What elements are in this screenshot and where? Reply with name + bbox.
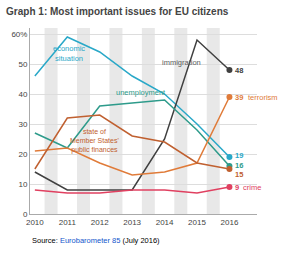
svg-text:2012: 2012	[91, 218, 109, 227]
svg-text:economicsituation: economicsituation	[53, 44, 85, 63]
svg-text:unemployment: unemployment	[116, 88, 166, 97]
svg-text:2015: 2015	[188, 218, 206, 227]
svg-text:crime: crime	[243, 183, 261, 192]
svg-text:2013: 2013	[123, 218, 141, 227]
svg-text:39: 39	[235, 93, 243, 102]
svg-text:2016: 2016	[221, 218, 239, 227]
svg-text:0: 0	[23, 210, 28, 219]
svg-text:20: 20	[18, 150, 27, 159]
svg-text:2014: 2014	[156, 218, 174, 227]
svg-text:Source: Eurobarometer 85 (July: Source: Eurobarometer 85 (July 2016)	[32, 236, 160, 245]
svg-text:state ofMember States'public f: state ofMember States'public finances	[70, 128, 119, 154]
svg-text:60%: 60%	[11, 30, 27, 39]
svg-text:50: 50	[18, 60, 27, 69]
svg-text:terrorism: terrorism	[248, 93, 278, 102]
svg-text:2011: 2011	[59, 218, 77, 227]
svg-text:10: 10	[18, 180, 27, 189]
svg-text:Graph 1: Most important issues: Graph 1: Most important issues for EU ci…	[6, 6, 229, 17]
svg-text:30: 30	[18, 120, 27, 129]
svg-text:19: 19	[235, 151, 243, 160]
svg-text:9: 9	[235, 183, 239, 192]
svg-text:48: 48	[235, 66, 243, 75]
svg-text:16: 16	[235, 161, 243, 170]
svg-text:immigration: immigration	[162, 58, 201, 67]
svg-text:40: 40	[18, 90, 27, 99]
svg-text:15: 15	[235, 170, 243, 179]
svg-text:2010: 2010	[26, 218, 44, 227]
